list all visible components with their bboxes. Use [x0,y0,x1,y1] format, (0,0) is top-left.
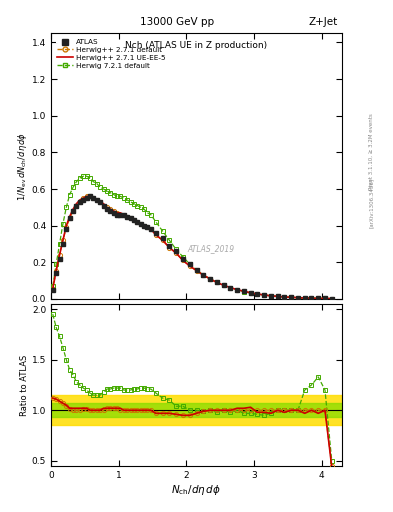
Text: Z+Jet: Z+Jet [309,17,338,27]
Legend: ATLAS, Herwig++ 2.7.1 default, Herwig++ 2.7.1 UE-EE-5, Herwig 7.2.1 default: ATLAS, Herwig++ 2.7.1 default, Herwig++ … [55,37,167,71]
Text: 13000 GeV pp: 13000 GeV pp [140,17,214,27]
X-axis label: $N_\mathrm{ch}/d\eta\,d\phi$: $N_\mathrm{ch}/d\eta\,d\phi$ [171,482,222,497]
Text: [arXiv:1306.3436]: [arXiv:1306.3436] [369,178,374,228]
Text: ATLAS_2019: ATLAS_2019 [187,244,235,253]
Text: Nch (ATLAS UE in Z production): Nch (ATLAS UE in Z production) [125,41,268,50]
Y-axis label: $1/N_\mathrm{ev}\,dN_\mathrm{ch}/d\eta\,d\phi$: $1/N_\mathrm{ev}\,dN_\mathrm{ch}/d\eta\,… [16,132,29,201]
Text: Rivet 3.1.10, ≥ 3.2M events: Rivet 3.1.10, ≥ 3.2M events [369,114,374,190]
Y-axis label: Ratio to ATLAS: Ratio to ATLAS [20,354,29,416]
